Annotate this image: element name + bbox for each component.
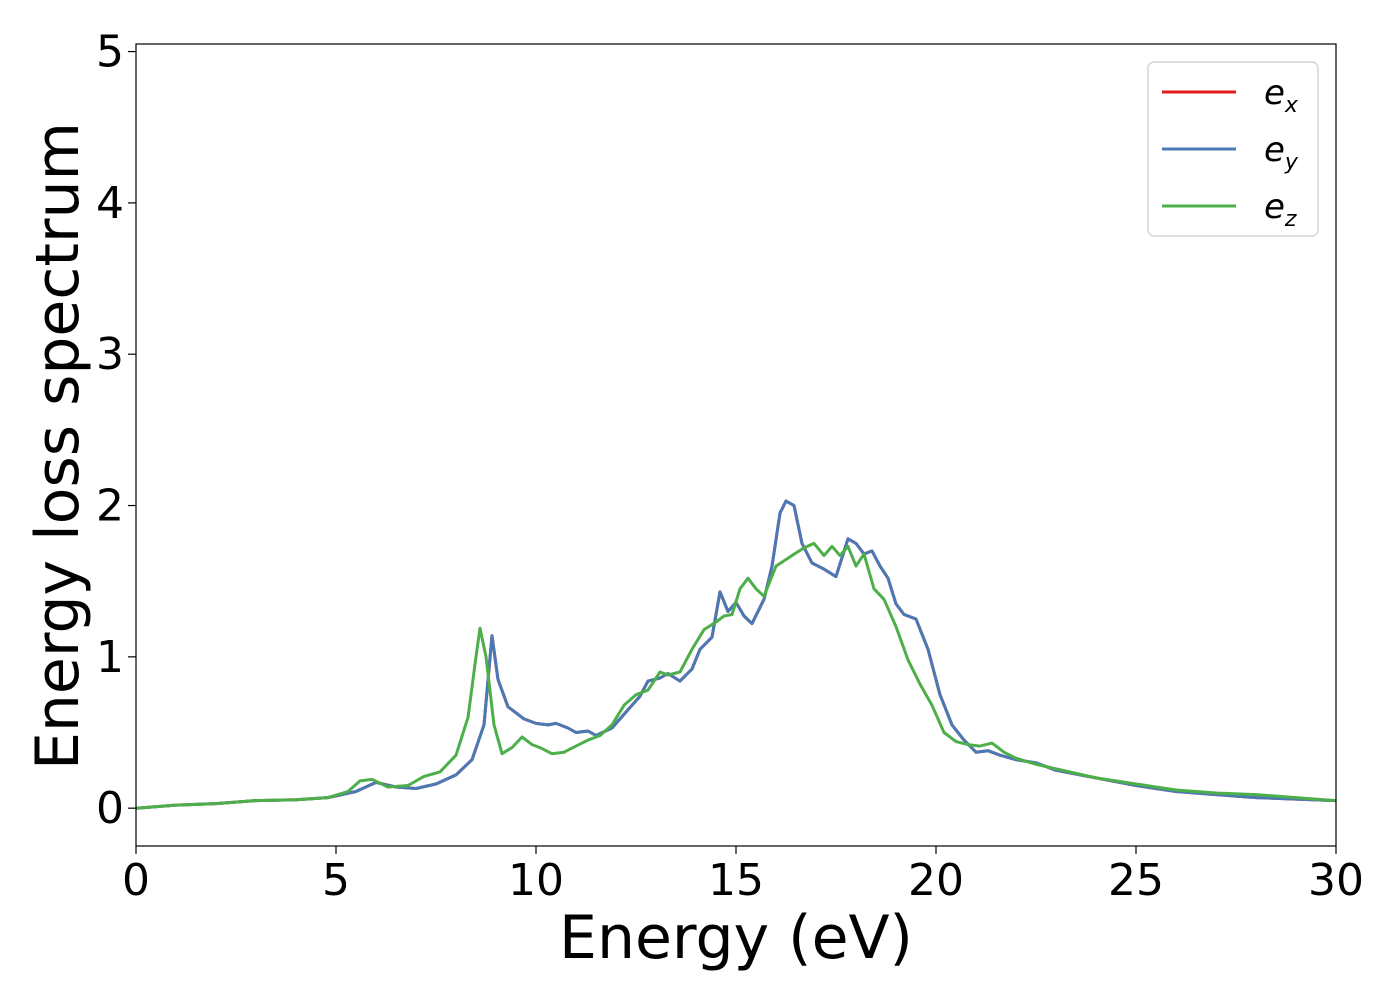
y-tick-label: 4 <box>96 178 124 229</box>
legend-label-z: ez <box>1264 187 1297 232</box>
plot-area <box>136 499 1336 810</box>
series-line-y <box>136 499 1336 810</box>
x-tick-label: 15 <box>708 855 764 906</box>
y-tick-label: 2 <box>96 481 124 532</box>
x-tick-label: 5 <box>322 855 350 906</box>
series-line-z <box>136 541 1336 810</box>
axes: 0 5 10 15 20 25 30 0 1 2 3 4 5 <box>96 27 1364 906</box>
series-line-x <box>136 499 1336 810</box>
x-tick-label: 30 <box>1308 855 1364 906</box>
y-tick-label: 1 <box>96 632 124 683</box>
x-tick-label: 10 <box>508 855 564 906</box>
x-tick-label: 0 <box>122 855 150 906</box>
y-tick-label: 5 <box>96 27 124 78</box>
y-axis-title: Energy loss spectrum <box>23 122 93 770</box>
y-tick-label: 3 <box>96 329 124 380</box>
y-tick-label: 0 <box>96 783 124 834</box>
x-axis-title: Energy (eV) <box>559 903 913 973</box>
x-tick-label: 25 <box>1108 855 1164 906</box>
x-tick-label: 20 <box>908 855 964 906</box>
